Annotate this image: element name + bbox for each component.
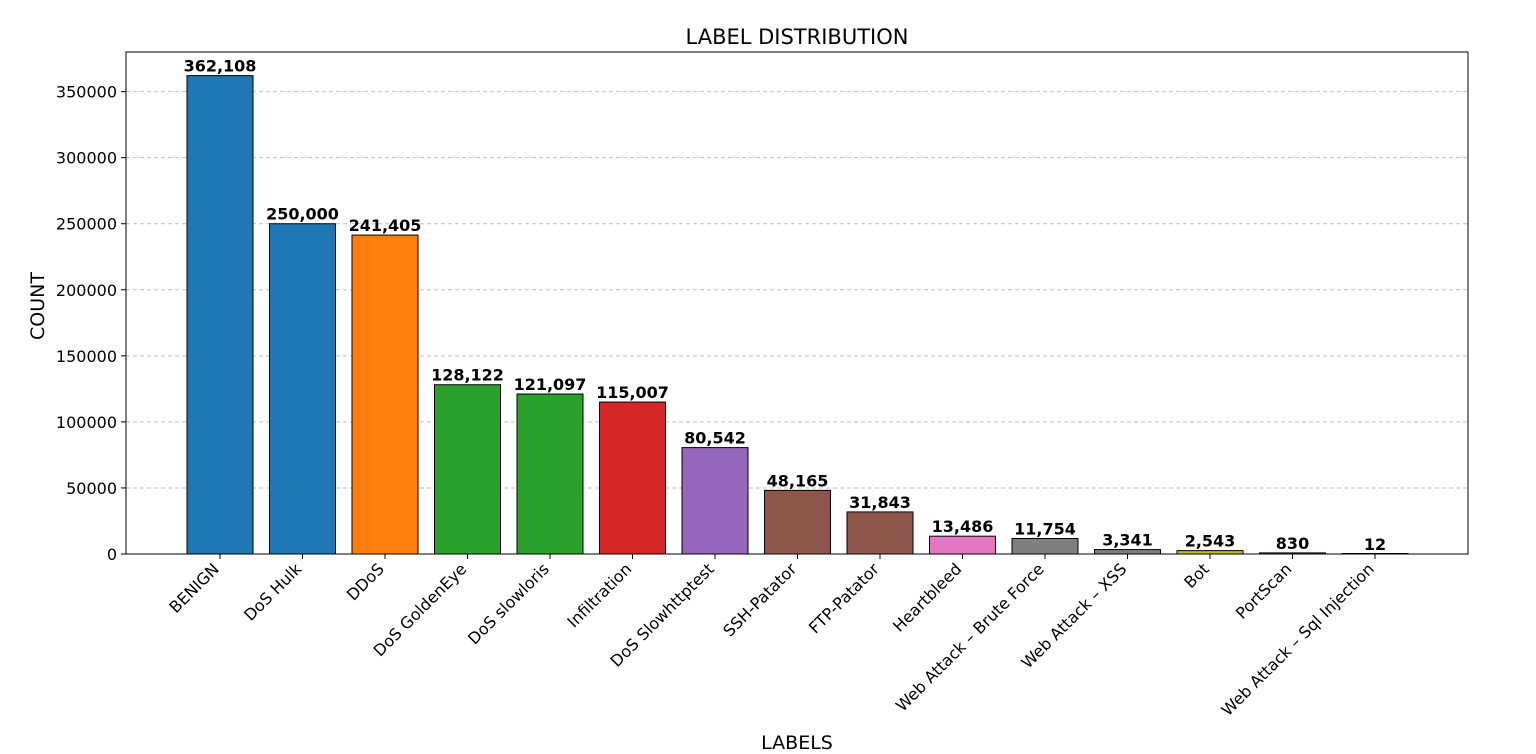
data-label: 128,122 xyxy=(431,366,504,385)
bar xyxy=(351,234,419,555)
chart-title: LABEL DISTRIBUTION xyxy=(686,25,909,49)
x-tick-label: Infiltration xyxy=(563,559,635,631)
x-tick-label: PortScan xyxy=(1232,559,1295,622)
data-label: 31,843 xyxy=(849,493,911,512)
data-label: 48,165 xyxy=(767,471,829,490)
data-label: 362,108 xyxy=(184,57,257,76)
x-tick-label: Heartbleed xyxy=(889,559,965,635)
x-axis-title: LABELS xyxy=(761,732,833,754)
bar xyxy=(186,75,254,555)
x-tick-label: Web Attack – Brute Force xyxy=(892,559,1048,715)
x-tick-label: DDoS xyxy=(343,559,388,604)
data-label: 121,097 xyxy=(514,375,587,394)
data-label: 13,486 xyxy=(932,517,994,536)
y-tick-label: 150000 xyxy=(56,347,117,366)
bar xyxy=(929,535,996,555)
data-label: 241,405 xyxy=(349,216,422,235)
x-tick-label: Bot xyxy=(1180,559,1213,592)
bar xyxy=(1094,549,1161,555)
bar xyxy=(516,393,584,555)
data-label: 115,007 xyxy=(596,383,669,402)
data-label: 2,543 xyxy=(1185,532,1236,551)
y-tick-label: 100000 xyxy=(56,413,117,432)
bars xyxy=(186,75,1409,555)
x-tick-label: BENIGN xyxy=(165,559,222,616)
bar xyxy=(846,511,914,555)
data-label: 80,542 xyxy=(684,429,746,448)
data-labels: 362,108 250,000 241,405 128,122 121,097 115,0… xyxy=(184,57,1387,554)
x-tick-label: SSH-Patator xyxy=(719,559,800,640)
x-tick-label: FTP-Patator xyxy=(805,559,883,637)
bar xyxy=(434,384,501,555)
data-label: 830 xyxy=(1276,534,1309,553)
y-tick-label: 300000 xyxy=(56,149,117,168)
y-axis-ticks: 0 50000 100000 150000 200000 250000 300000 3500… xyxy=(56,83,126,564)
y-tick-label: 200000 xyxy=(56,281,117,300)
x-tick-label: DoS Hulk xyxy=(240,559,306,625)
data-label: 3,341 xyxy=(1102,531,1153,550)
y-tick-label: 0 xyxy=(107,545,117,564)
y-axis-title: COUNT xyxy=(27,272,49,340)
data-label: 12 xyxy=(1364,535,1386,554)
bar xyxy=(269,223,336,555)
bar xyxy=(1011,537,1079,555)
bar xyxy=(764,489,831,555)
y-tick-label: 350000 xyxy=(56,83,117,102)
x-tick-label: Web Attack – Sql Injection xyxy=(1218,559,1378,719)
y-tick-label: 250000 xyxy=(56,215,117,234)
data-label: 11,754 xyxy=(1014,519,1076,538)
bar xyxy=(599,401,666,555)
y-tick-label: 50000 xyxy=(66,479,117,498)
bar xyxy=(1176,550,1244,555)
data-label: 250,000 xyxy=(266,205,339,224)
bar xyxy=(681,447,749,555)
x-tick-label: DoS slowloris xyxy=(464,559,553,648)
